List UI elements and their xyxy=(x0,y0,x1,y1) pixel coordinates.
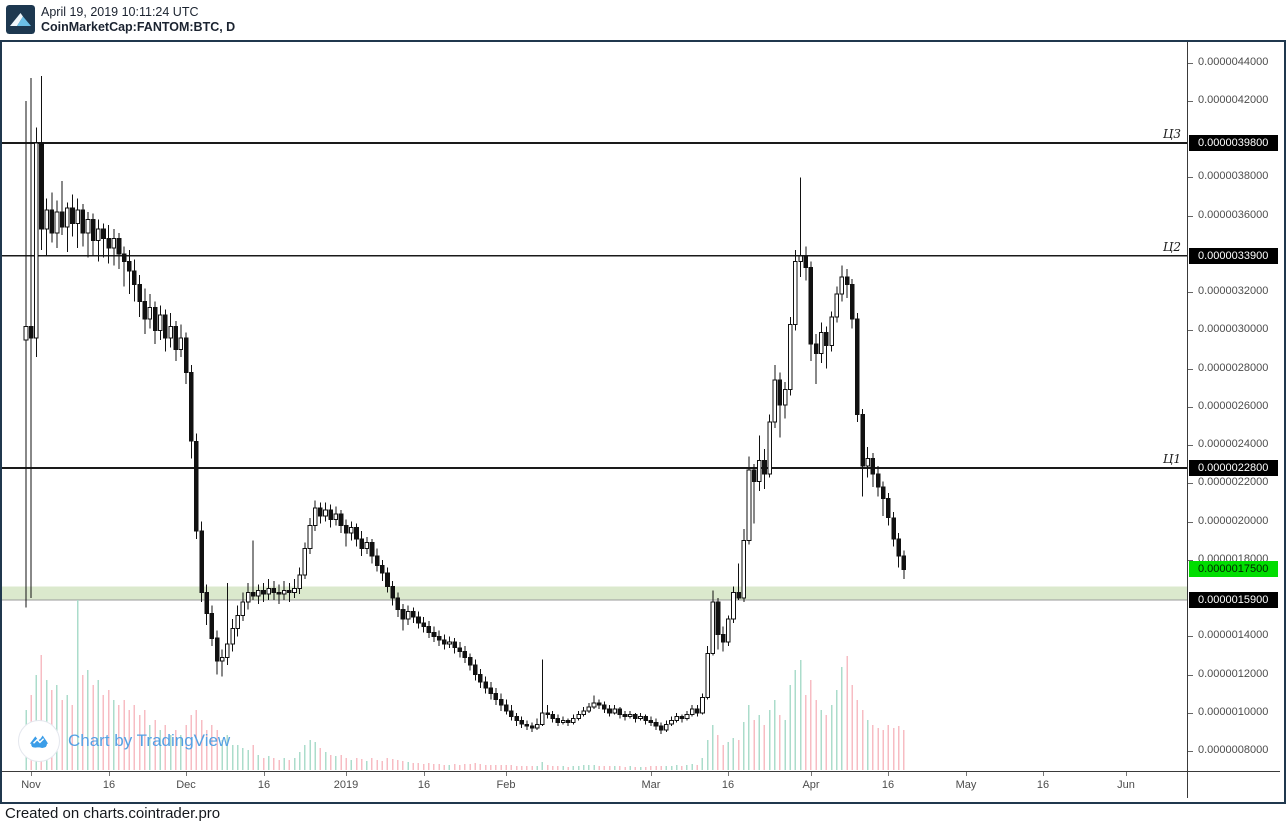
time-tick-dash xyxy=(186,772,187,776)
price-tick-label: 0.0000014000 xyxy=(1198,629,1269,642)
price-tick-label: 0.0000012000 xyxy=(1198,667,1269,680)
price-tick-dash xyxy=(1188,407,1193,408)
time-tick-label: 16 xyxy=(417,779,431,791)
price-tick-label: 0.0000024000 xyxy=(1198,438,1269,451)
time-tick-dash xyxy=(346,772,347,776)
time-tick-dash xyxy=(728,772,729,776)
price-tick-label: 0.0000044000 xyxy=(1198,55,1269,68)
price-tick-dash xyxy=(1188,330,1193,331)
price-tick-dash xyxy=(1188,445,1193,446)
price-tick-dash xyxy=(1188,713,1193,714)
price-tick-dash xyxy=(1188,292,1193,293)
tradingview-watermark[interactable]: Chart by TradingView xyxy=(18,720,230,762)
chart-frame: Chart by TradingView Ц3 Ц2 Ц1 0.0000044000… xyxy=(0,40,1286,804)
time-tick-label: 2019 xyxy=(333,779,359,791)
time-tick-label: 16 xyxy=(1036,779,1050,791)
time-tick-label: Jun xyxy=(1117,779,1135,791)
time-tick-label: 16 xyxy=(102,779,116,791)
time-tick-label: Feb xyxy=(496,779,516,791)
time-tick-label: 16 xyxy=(257,779,271,791)
price-tick-dash xyxy=(1188,675,1193,676)
time-tick-dash xyxy=(811,772,812,776)
price-tick-label: 0.0000020000 xyxy=(1198,514,1269,527)
time-tick-label: Mar xyxy=(641,779,661,791)
time-tick-dash xyxy=(264,772,265,776)
price-tick-dash xyxy=(1188,560,1193,561)
cointrader-logo-icon xyxy=(6,5,35,34)
footer-credit: Created on charts.cointrader.pro xyxy=(5,805,221,822)
price-tick-dash xyxy=(1188,483,1193,484)
candles-layer xyxy=(23,76,907,734)
time-tick-dash xyxy=(424,772,425,776)
price-tick-label: 0.0000010000 xyxy=(1198,705,1269,718)
price-tick-dash xyxy=(1188,522,1193,523)
chart-symbol-title: CoinMarketCap:FANTOM:BTC, D xyxy=(41,20,236,34)
time-tick-dash xyxy=(1043,772,1044,776)
time-tick-label: 16 xyxy=(721,779,735,791)
time-tick-label: Nov xyxy=(21,779,41,791)
price-tick-label: 0.0000036000 xyxy=(1198,208,1269,221)
price-tick-dash xyxy=(1188,369,1193,370)
price-tick-dash xyxy=(1188,636,1193,637)
time-tick-label: 16 xyxy=(881,779,895,791)
level-label-Ц1[interactable]: Ц1 xyxy=(1162,452,1181,467)
price-tick-dash xyxy=(1188,751,1193,752)
price-tick-label: 0.0000028000 xyxy=(1198,361,1269,374)
time-tick-dash xyxy=(1126,772,1127,776)
price-tick-label: 0.0000022000 xyxy=(1198,476,1269,489)
time-tick-dash xyxy=(651,772,652,776)
price-level-tag: 0.0000022800 xyxy=(1189,460,1278,477)
price-tick-dash xyxy=(1188,177,1193,178)
price-tick-label: 0.0000038000 xyxy=(1198,170,1269,183)
time-tick-label: Apr xyxy=(802,779,820,791)
time-tick-label: May xyxy=(955,779,977,791)
price-tick-dash xyxy=(1188,216,1193,217)
support-zone-band xyxy=(2,586,1187,600)
price-axis[interactable]: 0.0000044000 0.0000042000 0.0000038000 0.00… xyxy=(1188,42,1280,772)
price-plot-area[interactable]: Chart by TradingView Ц3 Ц2 Ц1 xyxy=(2,42,1188,772)
price-tick-dash xyxy=(1188,101,1193,102)
price-tick-label: 0.0000030000 xyxy=(1198,323,1269,336)
tradingview-watermark-label: Chart by TradingView xyxy=(68,731,231,750)
price-level-tag: 0.0000039800 xyxy=(1189,135,1278,151)
level-label-Ц3[interactable]: Ц3 xyxy=(1162,127,1181,141)
price-tick-label: 0.0000032000 xyxy=(1198,285,1269,298)
time-tick-dash xyxy=(966,772,967,776)
price-tick-label: 0.0000026000 xyxy=(1198,399,1269,412)
candlestick-canvas xyxy=(2,76,1187,770)
price-tick-label: 0.0000042000 xyxy=(1198,93,1269,106)
time-tick-dash xyxy=(506,772,507,776)
tradingview-logo-icon xyxy=(18,720,60,762)
time-tick-label: Dec xyxy=(176,779,196,791)
level-label-Ц2[interactable]: Ц2 xyxy=(1162,239,1181,254)
chart-header: April 19, 2019 10:11:24 UTC CoinMarketCa… xyxy=(0,0,1286,40)
time-tick-dash xyxy=(888,772,889,776)
price-level-tag: 0.0000033900 xyxy=(1189,247,1278,264)
time-tick-dash xyxy=(31,772,32,776)
last-price-tag: 0.0000017500 xyxy=(1189,561,1278,578)
time-tick-dash xyxy=(109,772,110,776)
price-tick-label: 0.0000008000 xyxy=(1198,744,1269,757)
price-tick-dash xyxy=(1188,63,1193,64)
time-axis[interactable]: Nov 16 Dec 16 2019 16 Feb Mar 16 Apr 16 May 16 Jun xyxy=(2,772,1188,798)
chart-timestamp: April 19, 2019 10:11:24 UTC xyxy=(41,5,199,19)
price-level-tag: 0.0000015900 xyxy=(1189,591,1278,608)
